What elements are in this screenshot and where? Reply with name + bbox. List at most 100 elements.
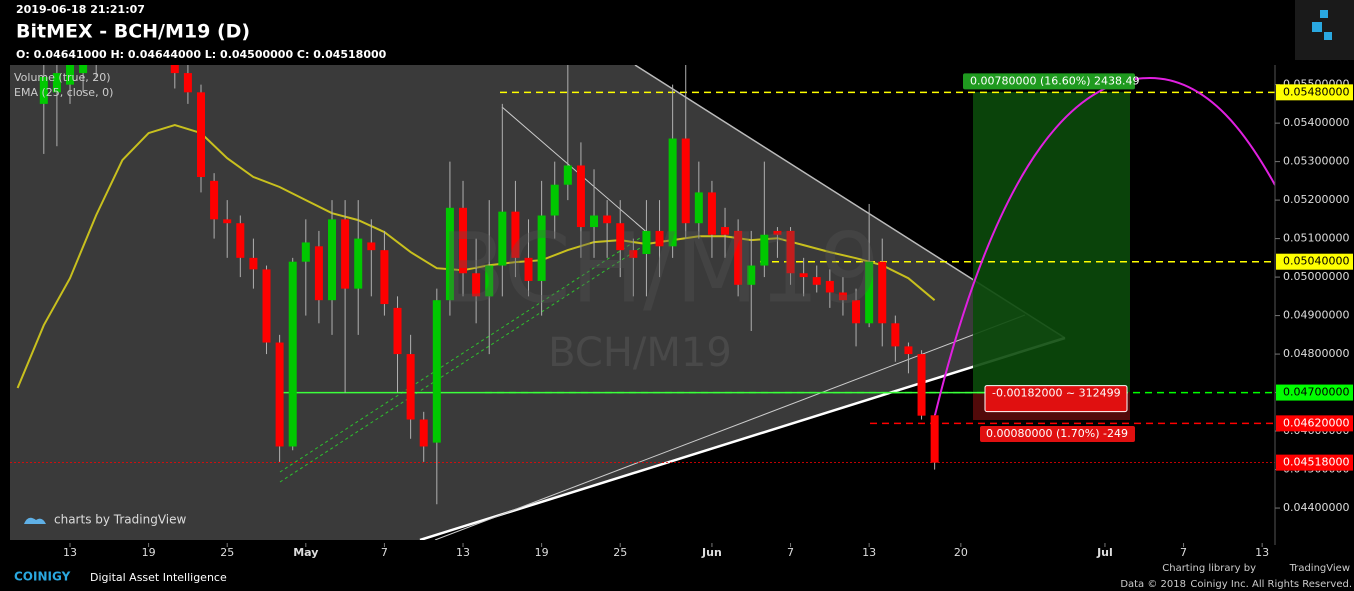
x-tick-label: 13 [862,546,876,559]
ohlc-readout: O: 0.04641000 H: 0.04644000 L: 0.0450000… [16,48,387,61]
y-tick-label: 0.05300000 [1283,155,1349,168]
trend-line [419,336,1066,540]
candle-body [799,273,808,278]
candle-body [891,323,900,347]
x-tick-label: 7 [787,546,794,559]
candle-body [170,65,179,74]
price-badge [1276,384,1353,401]
price-badge [1276,415,1353,432]
candle-body [314,246,323,301]
candle-body [629,250,638,258]
candle-body [262,269,271,343]
candle-body [288,261,297,447]
candle-body [380,250,389,305]
position-label: -0.00182000 ~ 312499 [992,387,1121,400]
candle-body [825,280,834,293]
indicator-label: EMA (25, close, 0) [14,86,113,99]
price-badge-label: 0.04620000 [1283,416,1349,429]
candle-body [236,223,245,258]
x-tick-label: 25 [613,546,627,559]
candle-body [773,230,782,235]
x-tick-label: 13 [456,546,470,559]
position-label: 0.00080000 (1.70%) -249 [986,427,1128,440]
tradingview-badge: charts by TradingView [24,513,186,527]
price-badge-label: 0.04518000 [1283,456,1349,469]
candle-body [642,230,651,254]
candle-body [498,211,507,266]
x-tick-label: 20 [954,546,968,559]
candle-body [904,346,913,355]
candle-body [210,180,219,220]
candle-body [432,300,441,443]
chart-title: BitMEX - BCH/M19 (D) [16,21,250,43]
candle-body [79,65,88,74]
candle-body [223,219,232,224]
price-badge-label: 0.05040000 [1283,255,1349,268]
y-tick-label: 0.04400000 [1283,501,1349,514]
position-label-box [980,426,1135,442]
candle-body [328,219,337,301]
candle-body [576,165,585,228]
coinigy-logo [1295,0,1354,60]
candle-body [930,415,939,463]
footer-tagline: Digital Asset Intelligence [90,571,227,584]
y-tick-label: 0.05200000 [1283,193,1349,206]
candle-body [275,342,284,447]
footer-library: Charting library by [1162,563,1256,574]
candle-body [393,307,402,355]
candle-body [838,292,847,301]
candle-body [341,219,350,289]
x-tick-label: 25 [220,546,234,559]
x-tick-label: 19 [142,546,156,559]
candle-body [511,211,520,258]
candle-body [747,265,756,285]
candle-body [563,165,572,185]
candle-body [707,192,716,235]
candle-body [39,76,48,104]
position-profit-zone [973,92,1130,392]
branding: charts by TradingView [54,513,186,527]
x-tick-label: Jun [701,546,722,559]
position-label-box [963,73,1135,90]
channel-line [501,106,651,236]
candle-body [681,138,690,224]
candle-body [603,215,612,224]
x-tick-label: 13 [63,546,77,559]
candle-body [183,73,192,93]
candle-body [786,230,795,274]
candle-body [668,138,677,247]
position-label-box [984,385,1128,413]
candle-body [472,273,481,297]
candle-body [812,277,821,285]
candle-body [537,215,546,281]
candle-body [301,242,310,262]
watermark: BCH/M19 [548,330,732,376]
candle-body [459,207,468,274]
candle-body [52,73,61,93]
candle-body [550,184,559,216]
x-tick-label: 13 [1255,546,1269,559]
candle-body [485,265,494,297]
candle-body [524,257,533,281]
y-tick-label: 0.04800000 [1283,347,1349,360]
candle-body [865,261,874,324]
x-tick-label: 7 [1180,546,1187,559]
price-badge-label: 0.04700000 [1283,386,1349,399]
candle-body [760,234,769,266]
y-tick-label: 0.04900000 [1283,309,1349,322]
footer-data: Data © 2018 [1120,579,1186,590]
x-tick-label: 7 [381,546,388,559]
candle-body [197,92,206,178]
candle-body [734,230,743,285]
footer [0,560,1354,591]
price-badge [1276,253,1353,270]
candle-body [590,215,599,228]
price-badge [1276,454,1353,471]
candle-body [917,354,926,416]
candle-body [694,192,703,224]
channel-line [434,314,1026,540]
timestamp: 2019-06-18 21:21:07 [16,3,145,16]
watermark: BCH/M19 [440,212,881,324]
y-tick-label: 0.05000000 [1283,270,1349,283]
